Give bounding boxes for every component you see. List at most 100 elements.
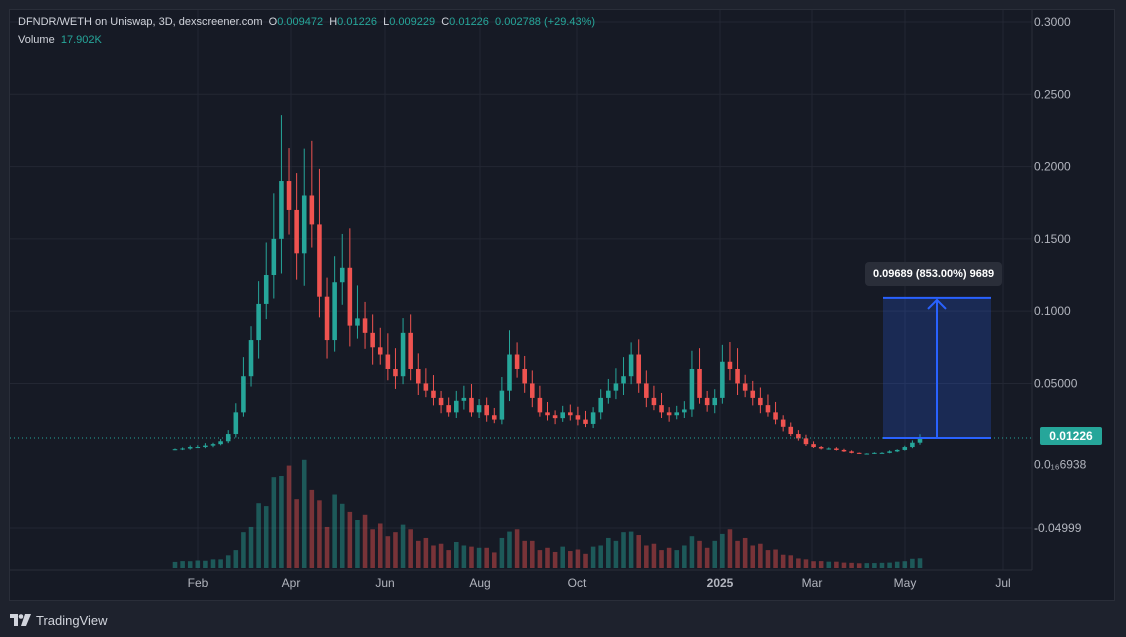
candle-body [773, 412, 778, 420]
candle-body [370, 332, 375, 348]
volume-bar [241, 532, 246, 568]
volume-bar [286, 465, 292, 568]
candle-body [355, 318, 360, 326]
candle-body [727, 361, 733, 369]
volume-bar [803, 559, 809, 568]
volume-bar [682, 545, 687, 568]
volume-bar [674, 550, 680, 568]
candle-body [492, 415, 497, 420]
volume-bar [294, 499, 299, 568]
volume-bar [400, 524, 406, 568]
candle-body [879, 452, 885, 454]
candle-body [552, 415, 558, 419]
candle-body [301, 195, 307, 254]
volume-bar [438, 543, 444, 568]
candle-body [765, 405, 771, 413]
candle-body [674, 412, 680, 416]
volume-value: 17.902K [60, 34, 102, 46]
volume-bar [568, 551, 573, 568]
y-low-price-label: 0.0₁₆6938 [1034, 457, 1087, 471]
current-price-tag: 0.01226 [1040, 427, 1102, 445]
volume-bar [446, 550, 451, 568]
volume-bar [910, 558, 915, 568]
volume-bar [172, 561, 178, 568]
volume-label: Volume [18, 34, 55, 46]
candle-body [522, 368, 527, 384]
y-tick-label: 0.05000 [1034, 376, 1078, 390]
x-tick-label: Jun [375, 576, 394, 590]
candle-body [499, 390, 505, 420]
x-tick-label: Oct [568, 576, 587, 590]
y-tick-label: -0.04999 [1034, 521, 1082, 535]
candle-body [704, 397, 710, 406]
candle-body [461, 397, 467, 401]
chart-plot[interactable]: 0.3000 0.2500 0.2000 0.1500 0.1000 0.05000 -0.… [10, 10, 1114, 600]
candle-body [408, 332, 413, 369]
volume-bar [271, 477, 277, 568]
candle-body [803, 438, 809, 445]
volume-bar [758, 543, 763, 568]
volume-bar [469, 546, 474, 568]
volume-bar [476, 547, 482, 568]
candle-body [423, 383, 429, 391]
volume-bar [628, 531, 634, 568]
volume-bar [507, 531, 512, 568]
candle-body [788, 426, 794, 435]
volume-bar [187, 561, 193, 568]
volume-bar [453, 542, 459, 568]
candle-body [636, 354, 642, 384]
candle-body [446, 405, 451, 413]
volume-bar [393, 532, 398, 568]
volume-bar [887, 562, 892, 568]
tradingview-brand[interactable]: TradingView [10, 611, 108, 629]
candle-body [294, 209, 299, 254]
y-tick-label: 0.1500 [1034, 232, 1071, 246]
open-label: O [268, 16, 278, 28]
volume-bar [613, 540, 619, 568]
candle-body [811, 444, 816, 448]
candle-body [682, 409, 687, 413]
volume-bar [606, 537, 611, 568]
volume-bar [263, 506, 269, 568]
ohlc-legend: DFNDR/WETH on Uniswap, 3D, dexscreener.c… [18, 16, 595, 28]
candle-body [856, 452, 862, 454]
candle-body [203, 445, 208, 448]
volume-bar [697, 540, 702, 568]
volume-bar [902, 561, 908, 568]
volume-bar [856, 563, 862, 568]
candle-body [271, 238, 277, 276]
candle-body [894, 449, 900, 452]
candle-body [431, 390, 436, 398]
candle-body [590, 412, 596, 424]
candle-body [735, 368, 740, 384]
candle-body [241, 376, 246, 413]
volume-bar [218, 559, 223, 568]
volume-bar [818, 561, 824, 568]
candle-body [742, 383, 748, 391]
measure-arrow-head [927, 298, 947, 310]
volume-bar [704, 547, 710, 568]
candle-body [758, 397, 763, 406]
candle-body [628, 354, 634, 377]
chart-frame[interactable]: 0.3000 0.2500 0.2000 0.1500 0.1000 0.05000 -0.… [9, 9, 1115, 601]
candle-body [233, 412, 239, 435]
volume-bar [248, 526, 254, 568]
volume-bar [324, 526, 330, 568]
x-tick-label: Mar [802, 576, 823, 590]
candle-body [621, 376, 626, 384]
volume-bar [233, 550, 239, 568]
volume-bar [499, 537, 505, 568]
candle-body [849, 451, 854, 453]
candle-body [826, 448, 832, 450]
volume-bar [780, 554, 786, 568]
candle-body [750, 390, 756, 398]
volume-bar [377, 523, 383, 568]
candle-body [362, 318, 368, 333]
candle-body [187, 447, 193, 449]
volume-bar [492, 552, 497, 568]
candle-body [195, 447, 201, 449]
volume-bar [355, 520, 360, 568]
volume-bar [537, 550, 543, 568]
low-value: 0.009229 [389, 16, 436, 28]
volume-bar [180, 561, 185, 568]
